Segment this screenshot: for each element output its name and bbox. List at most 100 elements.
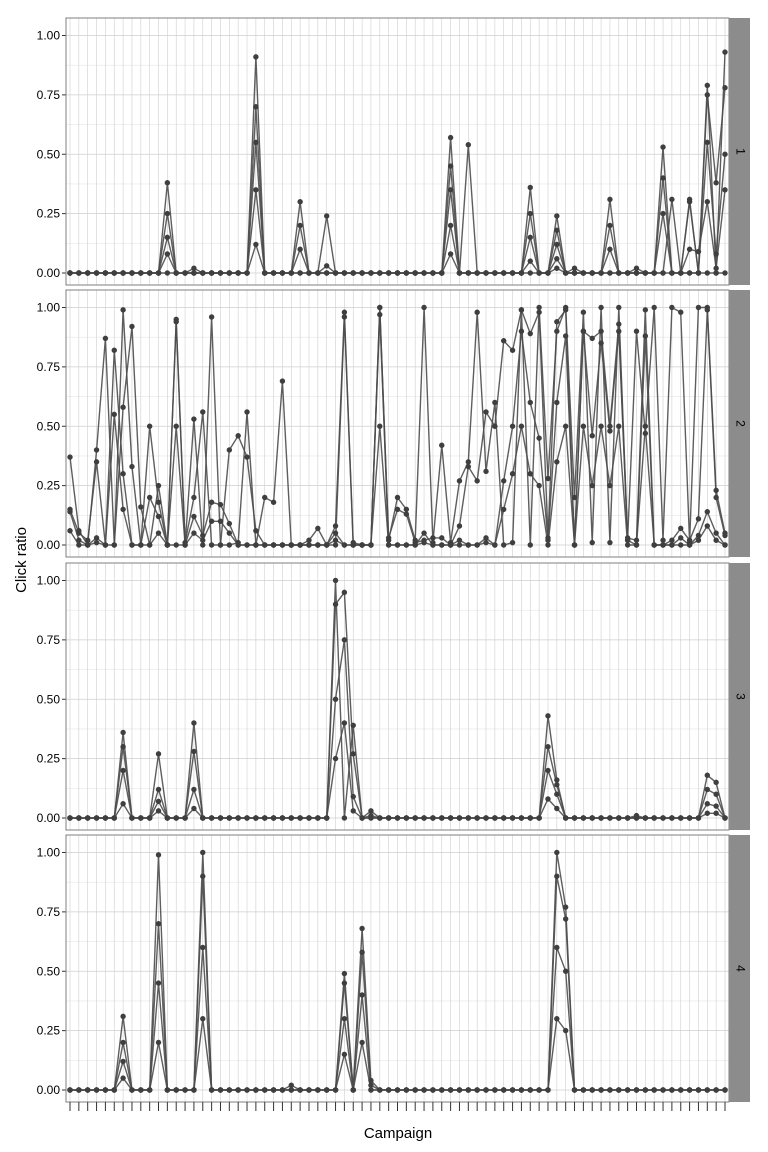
data-point bbox=[200, 1016, 206, 1022]
data-point bbox=[695, 270, 702, 276]
data-point bbox=[607, 482, 613, 489]
data-point bbox=[501, 338, 507, 344]
data-point bbox=[527, 210, 533, 217]
data-point bbox=[545, 475, 551, 482]
data-point bbox=[527, 471, 533, 477]
data-point bbox=[253, 139, 259, 146]
data-point bbox=[562, 815, 569, 821]
data-point bbox=[394, 270, 401, 276]
data-point bbox=[394, 815, 401, 821]
data-point bbox=[589, 482, 595, 489]
data-point bbox=[341, 314, 348, 320]
data-point bbox=[686, 1087, 693, 1093]
data-point bbox=[235, 815, 241, 821]
data-point bbox=[377, 311, 383, 318]
data-point bbox=[270, 270, 277, 276]
data-point bbox=[642, 270, 649, 276]
data-point bbox=[501, 506, 507, 513]
data-point bbox=[713, 270, 719, 276]
data-point bbox=[483, 815, 489, 821]
data-point bbox=[686, 815, 693, 821]
data-point bbox=[695, 1087, 702, 1093]
data-point bbox=[430, 535, 436, 541]
data-point bbox=[297, 542, 303, 548]
data-point bbox=[447, 134, 454, 141]
data-point bbox=[545, 796, 551, 802]
data-point bbox=[492, 1087, 498, 1093]
data-point bbox=[297, 270, 303, 276]
data-point bbox=[217, 542, 224, 548]
data-point bbox=[571, 494, 578, 501]
data-point bbox=[580, 815, 587, 821]
data-point bbox=[67, 1087, 73, 1093]
data-point bbox=[377, 1087, 383, 1093]
data-point bbox=[93, 459, 100, 465]
data-point bbox=[332, 755, 339, 762]
data-point bbox=[120, 1075, 126, 1081]
data-point bbox=[713, 487, 719, 494]
data-point bbox=[430, 542, 436, 548]
data-point bbox=[536, 815, 542, 821]
data-point bbox=[722, 270, 728, 276]
data-point bbox=[651, 1087, 657, 1093]
data-point bbox=[624, 537, 631, 543]
facet-strip-label: 1 bbox=[733, 148, 747, 155]
data-point bbox=[536, 309, 542, 315]
data-point bbox=[173, 542, 179, 548]
data-point bbox=[607, 428, 613, 434]
data-point bbox=[191, 748, 197, 755]
data-point bbox=[323, 1087, 330, 1093]
data-point bbox=[571, 270, 578, 276]
data-point bbox=[527, 330, 533, 337]
data-point bbox=[598, 340, 604, 346]
data-point bbox=[678, 309, 684, 315]
data-point bbox=[483, 468, 489, 475]
data-point bbox=[146, 542, 153, 548]
data-point bbox=[182, 815, 188, 821]
data-point bbox=[129, 463, 135, 470]
data-point bbox=[554, 328, 560, 334]
data-point bbox=[554, 777, 560, 783]
data-point bbox=[182, 270, 188, 276]
data-point bbox=[580, 423, 587, 429]
data-point bbox=[164, 234, 171, 241]
data-point bbox=[695, 532, 702, 539]
data-point bbox=[208, 518, 215, 524]
data-point bbox=[501, 542, 507, 548]
data-point bbox=[129, 1087, 135, 1093]
data-point bbox=[722, 49, 728, 55]
data-point bbox=[580, 1087, 587, 1093]
facet-strip bbox=[729, 563, 750, 830]
data-point bbox=[323, 213, 330, 219]
data-point bbox=[129, 815, 135, 821]
data-point bbox=[191, 1087, 197, 1093]
data-point bbox=[129, 542, 135, 548]
data-point bbox=[722, 187, 728, 193]
data-point bbox=[341, 980, 348, 986]
data-point bbox=[394, 1087, 401, 1093]
data-point bbox=[554, 213, 560, 219]
data-point bbox=[704, 523, 710, 529]
data-point bbox=[111, 347, 117, 353]
data-point bbox=[421, 539, 427, 546]
data-point bbox=[695, 815, 702, 821]
data-point bbox=[323, 263, 330, 269]
data-point bbox=[253, 54, 259, 60]
data-point bbox=[359, 270, 365, 276]
data-point bbox=[155, 1039, 162, 1046]
data-point bbox=[713, 265, 719, 271]
data-point bbox=[536, 482, 542, 489]
data-point bbox=[288, 270, 294, 276]
data-point bbox=[368, 815, 374, 821]
data-point bbox=[102, 1087, 109, 1093]
data-point bbox=[447, 163, 454, 169]
data-point bbox=[120, 767, 126, 774]
data-point bbox=[554, 241, 560, 248]
data-point bbox=[430, 1087, 436, 1093]
data-point bbox=[545, 767, 551, 774]
data-point bbox=[129, 270, 135, 276]
data-point bbox=[465, 459, 472, 465]
data-point bbox=[483, 539, 489, 546]
data-point bbox=[562, 1027, 569, 1034]
data-point bbox=[678, 542, 684, 548]
